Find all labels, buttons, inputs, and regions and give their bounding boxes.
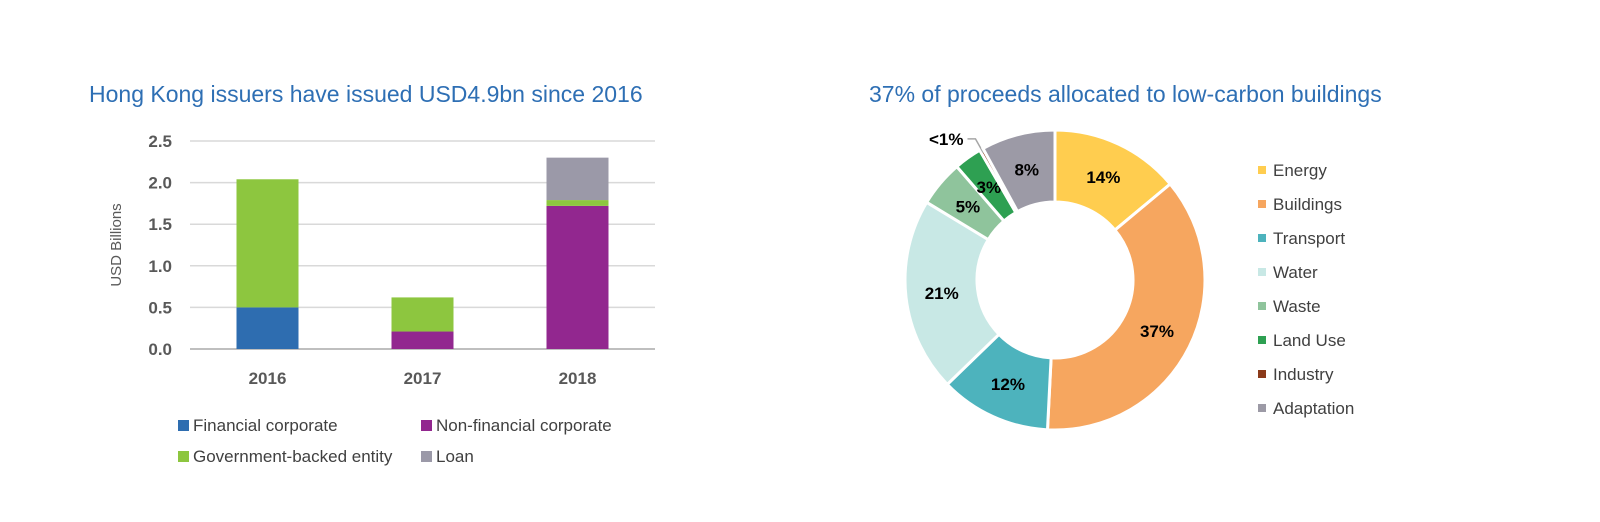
donut-slice xyxy=(980,128,1057,214)
bar-segment xyxy=(236,179,299,308)
legend-label: Waste xyxy=(1273,297,1321,316)
x-tick-label: 2018 xyxy=(559,369,597,388)
legend-label: Non-financial corporate xyxy=(436,416,612,435)
x-tick-label: 2017 xyxy=(404,369,442,388)
bar-segment xyxy=(236,307,299,349)
legend-swatch xyxy=(421,451,432,462)
legend-swatch xyxy=(1258,268,1266,276)
y-tick-label: 1.0 xyxy=(148,257,172,276)
legend-label: Water xyxy=(1273,263,1318,282)
legend-label: Government-backed entity xyxy=(193,447,393,466)
slice-label: 5% xyxy=(956,197,981,216)
legend-label: Transport xyxy=(1273,229,1345,248)
legend-swatch xyxy=(1258,336,1266,344)
slice-label: 12% xyxy=(991,375,1025,394)
legend-swatch xyxy=(178,451,189,462)
y-tick-label: 0.0 xyxy=(148,340,172,359)
bar-segment xyxy=(546,205,609,349)
slice-label: 3% xyxy=(977,178,1002,197)
slice-label: 14% xyxy=(1086,168,1120,187)
legend-swatch xyxy=(1258,404,1266,412)
legend-label: Financial corporate xyxy=(193,416,338,435)
donut-chart-title: 37% of proceeds allocated to low-carbon … xyxy=(869,81,1382,107)
legend-swatch xyxy=(421,420,432,431)
legend-swatch xyxy=(1258,166,1266,174)
legend-label: Loan xyxy=(436,447,474,466)
slice-label: <1% xyxy=(929,130,964,149)
slice-label: 8% xyxy=(1014,161,1039,180)
y-tick-label: 2.0 xyxy=(148,174,172,193)
x-tick-label: 2016 xyxy=(249,369,287,388)
legend-label: Industry xyxy=(1273,365,1334,384)
bar-segment xyxy=(546,157,609,201)
legend-swatch xyxy=(1258,234,1266,242)
bar-segment xyxy=(391,331,454,349)
donut-slice xyxy=(903,200,1002,387)
leader-line xyxy=(967,138,984,154)
legend-label: Energy xyxy=(1273,161,1327,180)
legend-swatch xyxy=(1258,200,1266,208)
y-tick-label: 0.5 xyxy=(148,298,172,317)
legend-label: Adaptation xyxy=(1273,399,1354,418)
donut-slice xyxy=(1045,181,1207,432)
slice-label: 37% xyxy=(1140,322,1174,341)
legend-label: Buildings xyxy=(1273,195,1342,214)
legend-swatch xyxy=(1258,370,1266,378)
legend-swatch xyxy=(178,420,189,431)
y-tick-label: 1.5 xyxy=(148,215,172,234)
legend-swatch xyxy=(1258,302,1266,310)
y-tick-label: 2.5 xyxy=(148,132,172,151)
legend-label: Land Use xyxy=(1273,331,1346,350)
y-axis-title: USD Billions xyxy=(108,203,125,286)
bar-segment xyxy=(391,297,454,332)
slice-label: 21% xyxy=(925,284,959,303)
bar-segment xyxy=(546,200,609,206)
bar-chart-title: Hong Kong issuers have issued USD4.9bn s… xyxy=(89,81,643,107)
